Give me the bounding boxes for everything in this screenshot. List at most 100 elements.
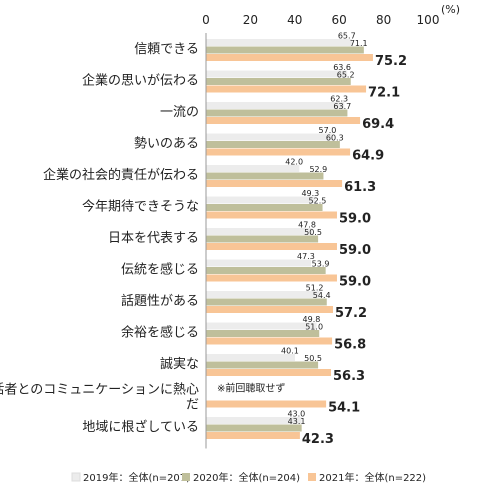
bar [206,432,300,439]
category-label: 今年期待できそうな [82,199,199,215]
data-label: 51.2 [306,284,324,293]
bar [206,117,361,124]
bar [206,172,324,180]
data-label: 62.3 [330,95,348,104]
data-label: 65.7 [338,32,356,41]
category-label: 勢いのある [134,137,199,152]
data-label: 43.1 [288,417,306,426]
bar [206,102,345,109]
data-label: 50.5 [304,354,322,363]
data-label: 69.4 [362,117,394,132]
bar [206,400,327,408]
category-label: 誠実な [160,356,199,372]
data-label: 49.3 [301,189,319,198]
bar [206,417,302,424]
category-labels: 信頼できる企業の思いが伝わる一流の勢いのある企業の社会的責任が伝わる今年期待でき… [0,42,199,435]
data-label: 71.1 [350,39,368,48]
data-label: 49.8 [303,315,321,324]
bar [206,322,317,330]
data-label: 57.0 [319,126,337,135]
bar [206,196,316,204]
data-label: 60.3 [326,134,344,143]
legend-label: 2020年：全体(n=204) [193,471,300,484]
bar [206,39,352,46]
data-label: 54.1 [328,401,360,416]
x-tick-label: 80 [376,13,391,27]
bar [206,228,313,235]
data-label: 54.4 [313,291,331,300]
x-axis-ticks: 0 20 40 60 80 100 [202,13,439,27]
bar [206,259,312,267]
legend: 2019年：全体(n=207) 2020年：全体(n=204) 2021年：全体(n… [71,471,426,484]
data-label: 53.9 [312,260,330,269]
bar [206,298,327,306]
data-label: 72.1 [368,86,400,101]
bar [206,165,300,172]
category-label: 企業の思いが伝わる [82,73,199,89]
data-label: 64.9 [352,149,384,164]
legend-swatch [182,473,190,481]
x-tick-label: 40 [287,13,302,27]
bar [206,85,367,93]
bar [206,78,351,85]
legend-label: 2019年：全体(n=207) [83,471,190,484]
category-label: 信頼できる [134,42,199,57]
bar [206,361,319,369]
annotation-not-asked: ※前回聴取せず [217,382,285,395]
category-label: 一流の [160,105,199,120]
category-label: 地域に根ざしている [82,419,199,435]
data-label: 47.8 [298,221,316,230]
bar [206,306,333,313]
bar [206,354,296,361]
bar [206,267,326,274]
bar [206,133,333,141]
bar [206,274,337,282]
bar [206,337,333,345]
data-label: 61.3 [344,180,376,195]
category-label: だ [186,398,199,413]
data-label: 40.1 [281,347,299,356]
bar [206,424,302,432]
data-label: 56.8 [334,338,366,353]
data-label: 65.2 [337,71,355,80]
data-label: 59.0 [339,275,371,290]
x-tick-label: 20 [243,13,258,27]
data-label: 43.0 [287,410,305,419]
data-label: 51.0 [305,323,323,332]
category-label: 生活者とのコミュニケーションに熱心 [0,383,199,398]
data-label: 63.6 [333,63,351,72]
category-label: 話題性がある [121,293,199,309]
x-tick-label: 60 [332,13,347,27]
bar [206,46,364,54]
bar [206,291,320,298]
data-label: 75.2 [375,54,407,69]
category-label: 伝統を感じる [121,262,199,278]
data-label: 52.5 [309,197,327,206]
x-tick-label: 100 [417,13,440,27]
bar [206,141,340,148]
data-label: 47.3 [297,252,315,261]
category-label: 余裕を感じる [121,325,199,341]
data-label: 57.2 [335,306,367,321]
data-label: 59.0 [339,243,371,258]
data-label: 50.5 [304,228,322,237]
data-label: 56.3 [333,369,365,384]
data-label: 52.9 [309,165,327,174]
bar [206,330,320,337]
bar [206,243,337,250]
unit-label: (%) [441,3,460,16]
x-tick-label: 0 [202,13,210,27]
data-label: 42.3 [302,432,334,447]
bar [206,148,351,156]
bar [206,109,348,117]
category-label: 企業の社会的責任が伝わる [43,167,199,183]
bar [206,204,323,211]
data-label: 42.0 [285,158,303,167]
bars: 65.771.1 75.2 63.665.2 72.1 62.363.7 69.4 57.0… [206,32,407,447]
bar [206,54,373,61]
data-label: 63.7 [333,102,351,111]
bar [206,235,319,243]
legend-swatch [71,472,81,482]
data-label: 59.0 [339,212,371,227]
